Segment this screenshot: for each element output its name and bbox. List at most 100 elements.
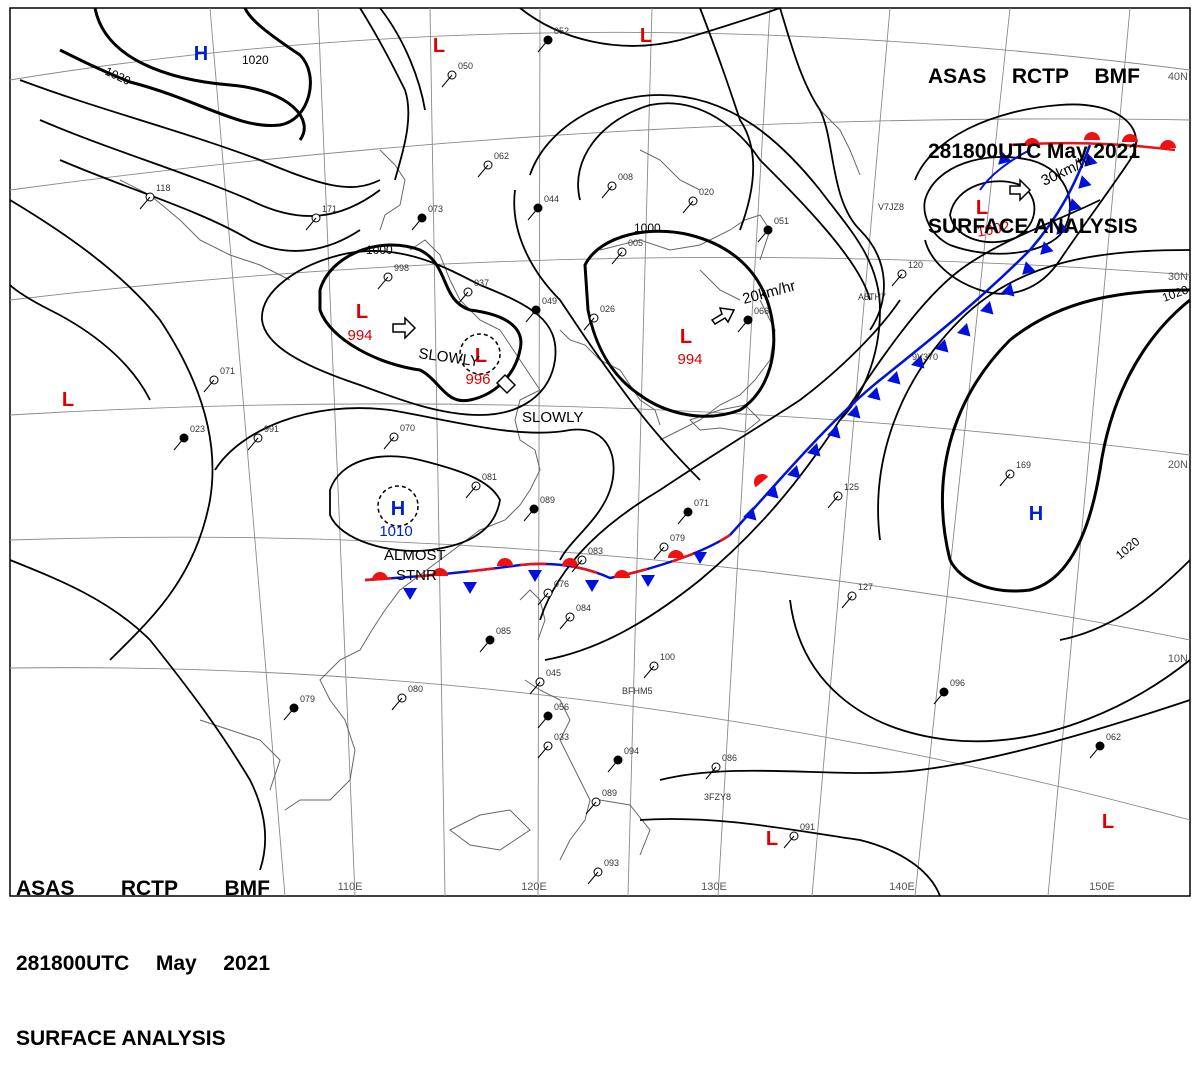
wind-barb	[653, 546, 665, 560]
cold-front-triangle	[641, 575, 655, 587]
isobars	[9, 7, 1191, 897]
center-letter: L	[356, 301, 368, 323]
warm-front-semicircle	[754, 474, 769, 488]
center-letter: H	[1029, 503, 1043, 525]
station-plot: 070	[383, 423, 415, 450]
station-pressure: 026	[600, 304, 615, 314]
coastline	[284, 239, 541, 811]
meridian	[429, 7, 446, 897]
wind-barb	[783, 835, 795, 849]
coastline	[379, 149, 406, 231]
center-letter: L	[1102, 811, 1114, 833]
motion-arrow	[1009, 178, 1032, 202]
wind-barb	[891, 273, 903, 287]
latitude-label: 20N	[1168, 459, 1188, 471]
parallel	[9, 536, 1191, 641]
wind-barb	[827, 495, 839, 509]
warm-front-line	[1009, 141, 1176, 152]
type-code: BMF	[224, 877, 271, 900]
isobar	[789, 599, 1191, 743]
station-plot: 066	[737, 306, 769, 333]
station-plot: 044	[527, 194, 559, 221]
parallel	[9, 118, 1191, 191]
isobar	[779, 7, 885, 331]
motion-label: ALMOST	[384, 547, 446, 564]
latitude-labels: 40N 30N 20N 10N	[1168, 71, 1188, 665]
coastline	[599, 214, 771, 261]
center-letter: L	[433, 35, 445, 57]
station-plot: 008	[601, 172, 633, 199]
longitude-labels: 110E 120E 130E 140E 150E	[338, 881, 1115, 893]
station-pressure: 056	[554, 702, 569, 712]
station-pressure: 023	[190, 424, 205, 434]
parallel	[9, 667, 1191, 821]
station-pressure: 049	[542, 296, 557, 306]
wind-barb	[583, 317, 595, 331]
wind-barb	[391, 697, 403, 711]
cold-front-triangle	[1078, 175, 1092, 189]
wind-barb	[477, 164, 489, 178]
isobar	[639, 818, 941, 897]
isobar	[379, 7, 426, 111]
wind-barb	[411, 217, 423, 231]
meridian	[1047, 7, 1131, 897]
map-frame	[9, 7, 1191, 897]
station-pressure: 080	[408, 684, 423, 694]
isobar-1020-east	[941, 288, 1191, 561]
wind-barb	[523, 508, 535, 522]
station-pressure: 991	[264, 424, 279, 434]
station-plot: 062	[1089, 732, 1121, 759]
cold-front-triangle	[1056, 221, 1070, 235]
station-pressure: 127	[858, 582, 873, 592]
cold-front-triangle	[1084, 153, 1098, 167]
coastline	[199, 719, 281, 791]
station-pressure: 062	[494, 151, 509, 161]
cold-front-triangle	[980, 301, 994, 315]
station-pressure: 066	[754, 306, 769, 316]
warm-front-semicircle	[1122, 134, 1138, 142]
cold-front-triangle	[847, 405, 861, 419]
station-plot: 081	[465, 472, 497, 499]
coastline	[559, 329, 661, 426]
front-symbols	[372, 132, 1176, 600]
wind-barb	[139, 196, 151, 210]
center-letter: L	[475, 345, 487, 367]
station-plot: 085	[479, 626, 511, 653]
station-plot: 093	[587, 858, 619, 885]
isobar-label: 1000	[634, 221, 661, 235]
high-center: H 1010	[379, 498, 412, 540]
station-pressure: 096	[950, 678, 965, 688]
station-pressure: 033	[554, 732, 569, 742]
station-plot: 120	[891, 260, 923, 287]
isobar-1020-east-inner	[948, 298, 1191, 593]
station-pressure: 073	[428, 204, 443, 214]
cold-front-triangle	[1022, 261, 1036, 275]
coastline	[819, 109, 861, 176]
center-pressure: 996	[465, 371, 490, 388]
isobar	[914, 103, 1137, 295]
fronts	[364, 132, 1176, 600]
wind-barb	[737, 319, 749, 333]
wind-barb	[571, 559, 583, 573]
station-plot: 026	[583, 304, 615, 331]
center-pressure: 1010	[379, 523, 412, 540]
warm-front-semicircle	[668, 550, 684, 558]
station-pressure: 071	[694, 498, 709, 508]
isobar	[577, 102, 871, 301]
isobar	[699, 7, 755, 231]
motion-arrow	[710, 307, 736, 325]
low-center: L 994	[677, 326, 702, 368]
meridian	[209, 7, 286, 897]
station-pressure: 079	[670, 533, 685, 543]
station-pressure: 086	[722, 753, 737, 763]
isobar	[544, 199, 1101, 661]
warm-front-semicircle	[562, 558, 578, 566]
station-plot: 091	[783, 822, 815, 849]
graticule	[9, 7, 1191, 897]
station-plot: 079	[653, 533, 685, 560]
isobar	[659, 699, 1191, 781]
station-plot: 071	[677, 498, 709, 525]
wind-barb	[999, 473, 1011, 487]
station-pressure: 045	[546, 668, 561, 678]
station-plot: 076	[537, 579, 569, 606]
